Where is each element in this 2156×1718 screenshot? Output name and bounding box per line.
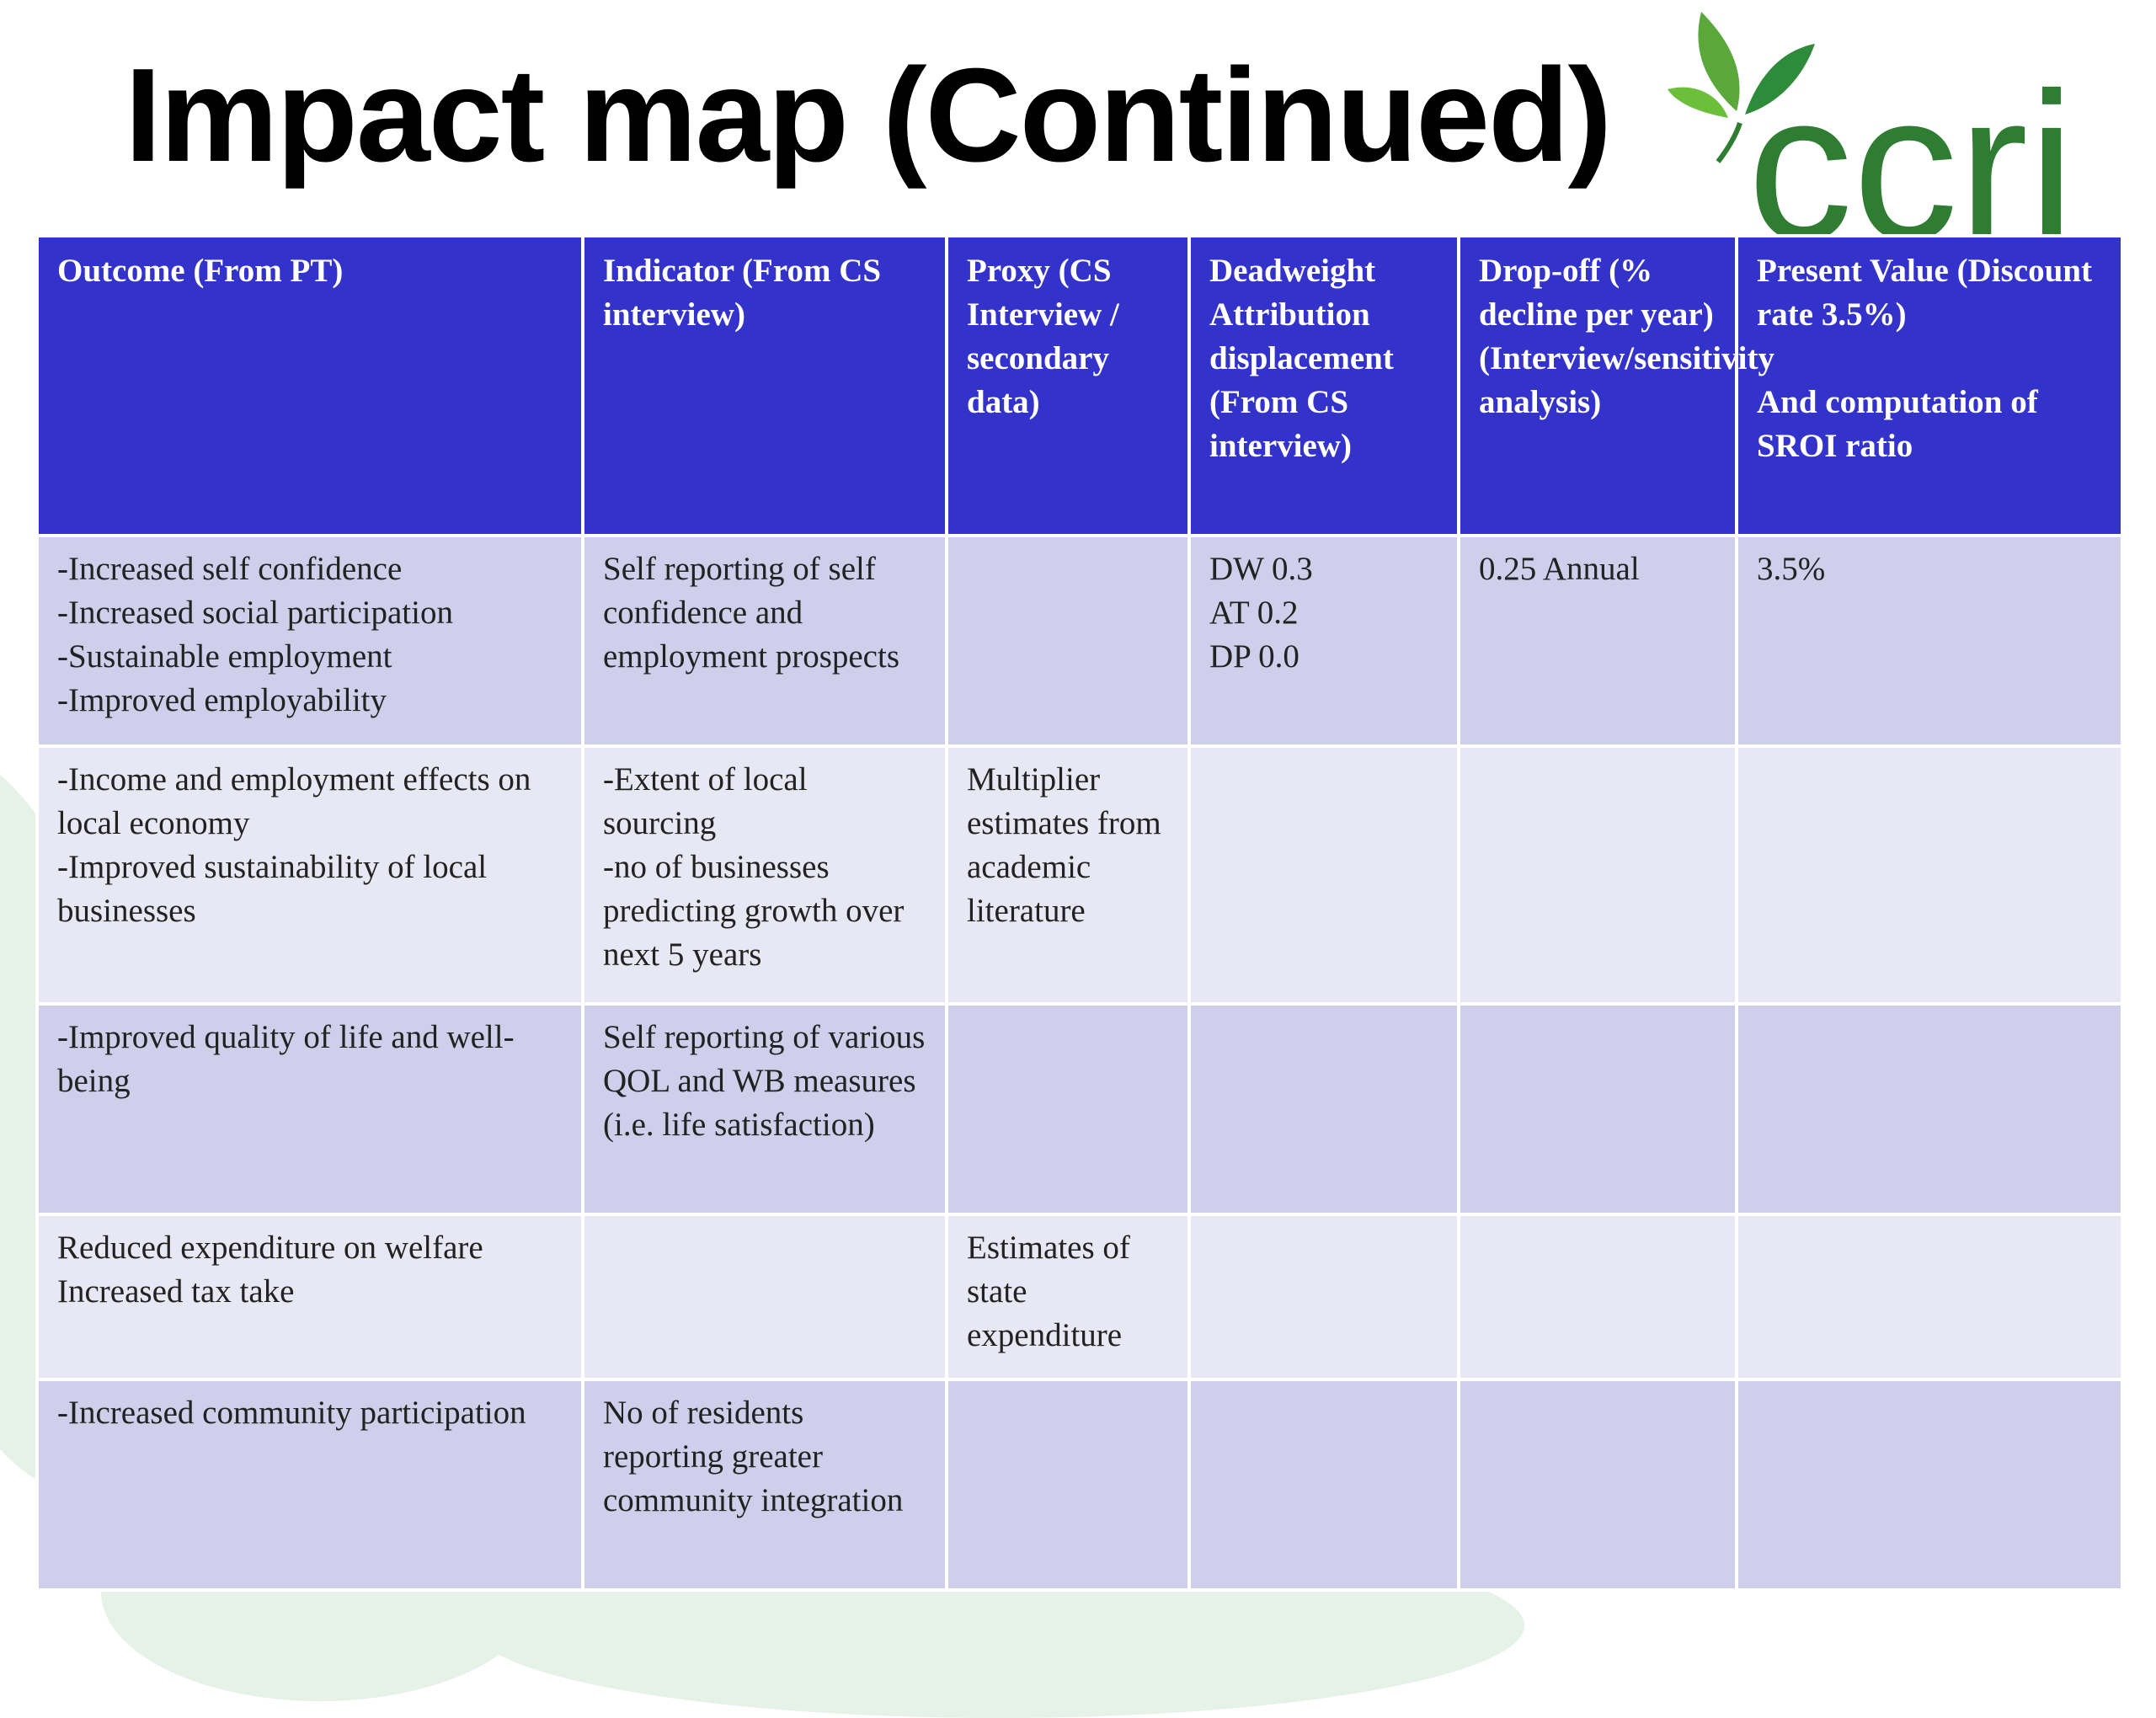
cell-drop-off: 0.25 Annual	[1457, 534, 1738, 748]
cell-present-value	[1735, 1002, 2124, 1216]
cell-proxy	[945, 1002, 1191, 1216]
cell-outcome: -Income and employment effects on local …	[35, 744, 584, 1006]
cell-drop-off	[1457, 1378, 1738, 1592]
impact-map-table: Outcome (From PT) Indicator (From CS int…	[35, 234, 2124, 1592]
cell-deadweight	[1187, 1213, 1460, 1381]
cell-indicator	[581, 1213, 948, 1381]
cell-present-value	[1735, 1213, 2124, 1381]
cell-deadweight	[1187, 1002, 1460, 1216]
table-row: -Improved quality of life and well-being…	[35, 1002, 2124, 1216]
cell-drop-off	[1457, 1002, 1738, 1216]
header-outcome: Outcome (From PT)	[35, 234, 584, 537]
table-header-row: Outcome (From PT) Indicator (From CS int…	[35, 234, 2124, 537]
table-row: -Income and employment effects on local …	[35, 744, 2124, 1006]
cell-proxy	[945, 534, 1191, 748]
ccri-logo: ccri	[1668, 12, 2156, 241]
cell-present-value: 3.5%	[1735, 534, 2124, 748]
cell-indicator: Self reporting of self confidence and em…	[581, 534, 948, 748]
cell-deadweight	[1187, 744, 1460, 1006]
cell-present-value	[1735, 1378, 2124, 1592]
cell-deadweight	[1187, 1378, 1460, 1592]
svg-text:ccri: ccri	[1748, 49, 2075, 241]
cell-present-value	[1735, 744, 2124, 1006]
cell-drop-off	[1457, 744, 1738, 1006]
header-indicator: Indicator (From CS interview)	[581, 234, 948, 537]
header-present-value: Present Value (Discount rate 3.5%) And c…	[1735, 234, 2124, 537]
table-row: -Increased community participation No of…	[35, 1378, 2124, 1592]
header-drop-off: Drop-off (% decline per year) (Interview…	[1457, 234, 1774, 537]
cell-proxy	[945, 1378, 1191, 1592]
cell-indicator: No of residents reporting greater commun…	[581, 1378, 948, 1592]
cell-outcome: -Increased community participation	[35, 1378, 584, 1592]
leaf-icon: ccri	[1668, 12, 2075, 241]
cell-deadweight: DW 0.3 AT 0.2 DP 0.0	[1187, 534, 1460, 748]
cell-indicator: Self reporting of various QOL and WB mea…	[581, 1002, 948, 1216]
header-deadweight: Deadweight Attribution displacement (Fro…	[1187, 234, 1460, 537]
table-row: -Increased self confidence -Increased so…	[35, 534, 2124, 748]
header-proxy: Proxy (CS Interview / secondary data)	[945, 234, 1191, 537]
cell-outcome: -Improved quality of life and well-being	[35, 1002, 584, 1216]
table-row: Reduced expenditure on welfare Increased…	[35, 1213, 2124, 1381]
cell-drop-off	[1457, 1213, 1738, 1381]
cell-outcome: Reduced expenditure on welfare Increased…	[35, 1213, 584, 1381]
cell-outcome: -Increased self confidence -Increased so…	[35, 534, 584, 748]
cell-proxy: Estimates of state expenditure	[945, 1213, 1191, 1381]
slide-title: Impact map (Continued)	[125, 41, 1612, 189]
cell-proxy: Multiplier estimates from academic liter…	[945, 744, 1191, 1006]
cell-indicator: -Extent of local sourcing -no of busines…	[581, 744, 948, 1006]
